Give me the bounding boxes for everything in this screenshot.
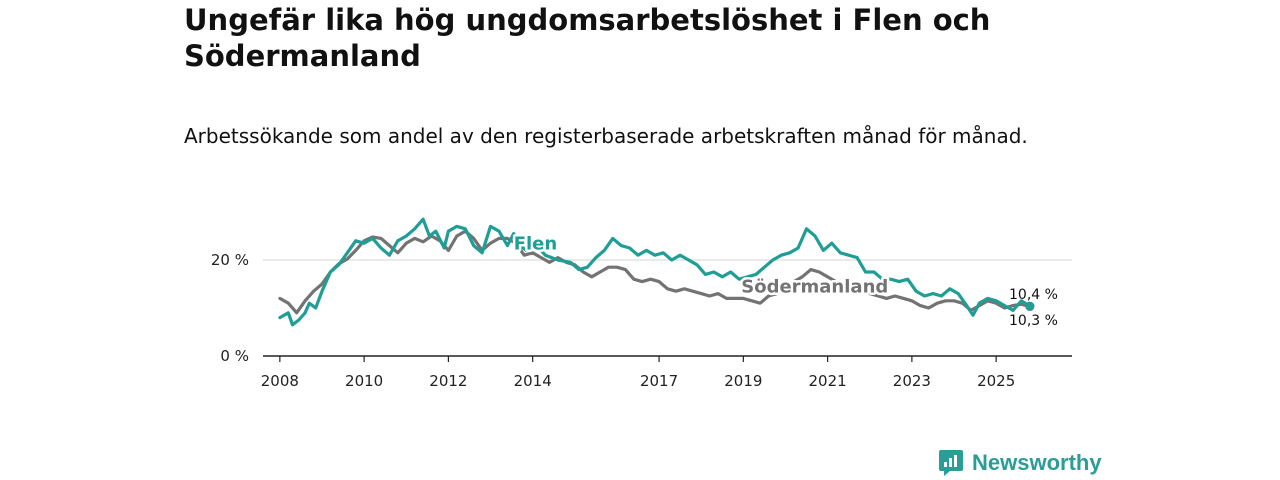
series-layer <box>278 217 1035 327</box>
x-tick-label: 2023 <box>893 372 931 390</box>
label-layer: Södermanland Flen 10,4 % 10,3 % <box>511 231 1058 329</box>
x-tick-label: 2014 <box>514 372 552 390</box>
x-tick-label: 2025 <box>977 372 1015 390</box>
series-line-södermanland <box>278 229 1032 315</box>
x-tick-label: 2012 <box>429 372 467 390</box>
newsworthy-logo-icon <box>939 450 963 476</box>
x-tick-label: 2008 <box>261 372 299 390</box>
end-value-label-flen: 10,4 % <box>1009 287 1058 303</box>
end-value-label-södermanland: 10,3 % <box>1009 313 1058 329</box>
y-tick-label: 0 % <box>220 347 249 365</box>
newsworthy-brand[interactable]: Newsworthy <box>938 449 1102 477</box>
x-tick-label: 2019 <box>724 372 762 390</box>
series-line-flen <box>278 217 1032 327</box>
chart-title: Ungefär lika hög ungdomsarbetslöshet i F… <box>184 3 991 73</box>
series-end-marker-flen <box>1025 301 1035 311</box>
y-tick-label: 20 % <box>211 251 249 269</box>
series-name-label-flen: Flen <box>514 234 558 255</box>
axis-layer: 0 % 20 % 2008 2010 2012 2014 2017 2019 2021 2023 2… <box>211 251 1072 390</box>
x-tick-label: 2021 <box>809 372 847 390</box>
x-tick-label: 2017 <box>640 372 678 390</box>
x-tick-label: 2010 <box>345 372 383 390</box>
series-name-label-södermanland: Södermanland <box>741 276 888 297</box>
newsworthy-brand-name: Newsworthy <box>972 450 1102 475</box>
chart-subtitle: Arbetssökande som andel av den registerb… <box>184 124 1028 148</box>
